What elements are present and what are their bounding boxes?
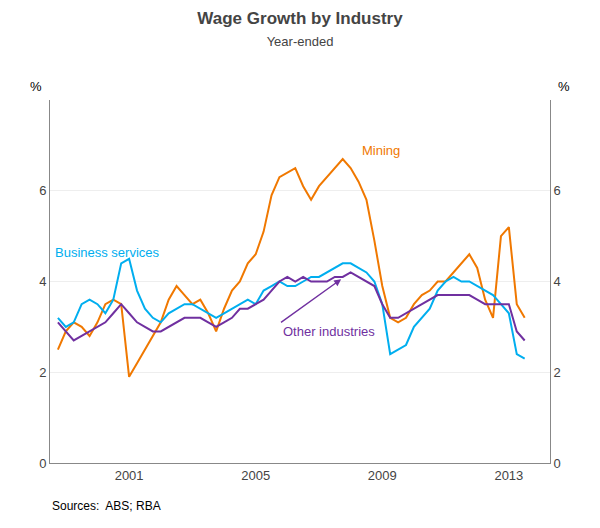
- svg-text:%: %: [30, 79, 42, 94]
- svg-text:0: 0: [39, 456, 46, 471]
- svg-text:Business services: Business services: [55, 245, 160, 260]
- svg-text:2005: 2005: [241, 468, 270, 483]
- svg-text:2001: 2001: [115, 468, 144, 483]
- svg-text:0: 0: [554, 456, 561, 471]
- svg-text:Mining: Mining: [362, 143, 400, 158]
- svg-text:2009: 2009: [368, 468, 397, 483]
- svg-text:6: 6: [554, 183, 561, 198]
- svg-text:%: %: [558, 79, 570, 94]
- svg-text:4: 4: [554, 274, 561, 289]
- svg-text:Other industries: Other industries: [283, 324, 375, 339]
- svg-text:2: 2: [554, 365, 561, 380]
- svg-text:Wage Growth by IndustryYear-en: Wage Growth by IndustryYear-ended: [197, 9, 403, 49]
- svg-text:2013: 2013: [494, 468, 523, 483]
- svg-text:6: 6: [39, 183, 46, 198]
- svg-text:4: 4: [39, 274, 46, 289]
- svg-text:Sources: ABS; RBA: Sources: ABS; RBA: [52, 499, 161, 513]
- svg-text:2: 2: [39, 365, 46, 380]
